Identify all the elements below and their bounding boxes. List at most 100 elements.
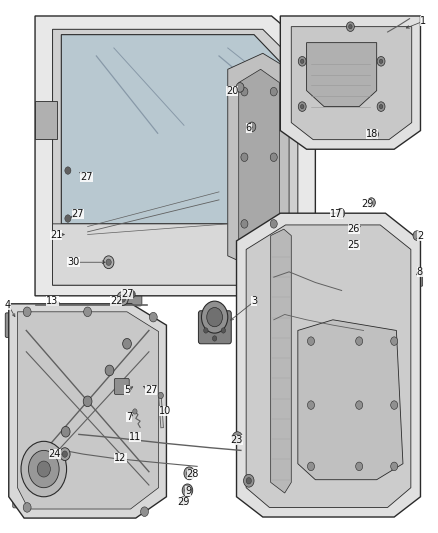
Circle shape bbox=[379, 104, 383, 109]
Circle shape bbox=[356, 462, 363, 471]
Circle shape bbox=[232, 432, 243, 445]
Circle shape bbox=[184, 467, 194, 480]
Circle shape bbox=[337, 208, 345, 218]
Polygon shape bbox=[246, 225, 411, 507]
Text: 6: 6 bbox=[246, 123, 252, 133]
Circle shape bbox=[60, 448, 70, 461]
Text: 17: 17 bbox=[330, 209, 343, 219]
Circle shape bbox=[307, 337, 314, 345]
Circle shape bbox=[120, 295, 126, 302]
Polygon shape bbox=[307, 43, 377, 107]
Circle shape bbox=[23, 307, 31, 317]
Circle shape bbox=[241, 220, 248, 228]
Polygon shape bbox=[35, 16, 315, 296]
FancyBboxPatch shape bbox=[13, 454, 24, 473]
Polygon shape bbox=[53, 224, 298, 285]
FancyBboxPatch shape bbox=[5, 313, 20, 337]
Circle shape bbox=[379, 59, 383, 63]
Polygon shape bbox=[9, 304, 166, 518]
Circle shape bbox=[246, 478, 251, 484]
Circle shape bbox=[248, 122, 256, 132]
Polygon shape bbox=[298, 320, 403, 480]
Text: 28: 28 bbox=[187, 470, 199, 479]
Circle shape bbox=[61, 426, 70, 437]
Circle shape bbox=[241, 153, 248, 161]
Circle shape bbox=[307, 401, 314, 409]
Circle shape bbox=[201, 301, 228, 333]
Polygon shape bbox=[35, 101, 57, 139]
Circle shape bbox=[180, 497, 187, 505]
Circle shape bbox=[187, 470, 192, 477]
FancyBboxPatch shape bbox=[198, 311, 231, 344]
Circle shape bbox=[413, 231, 421, 240]
Circle shape bbox=[241, 87, 248, 96]
Circle shape bbox=[62, 451, 67, 457]
FancyBboxPatch shape bbox=[13, 406, 24, 425]
Circle shape bbox=[244, 474, 254, 487]
Polygon shape bbox=[271, 229, 291, 493]
Circle shape bbox=[373, 132, 376, 136]
Circle shape bbox=[300, 59, 304, 63]
Circle shape bbox=[356, 337, 363, 345]
FancyBboxPatch shape bbox=[114, 378, 129, 394]
Text: 5: 5 bbox=[124, 385, 130, 395]
Text: 25: 25 bbox=[348, 240, 360, 250]
Text: 27: 27 bbox=[81, 172, 93, 182]
Circle shape bbox=[270, 153, 277, 161]
Circle shape bbox=[212, 336, 217, 341]
Circle shape bbox=[300, 104, 304, 109]
Circle shape bbox=[371, 130, 378, 139]
Circle shape bbox=[356, 401, 363, 409]
Circle shape bbox=[367, 198, 375, 207]
Circle shape bbox=[391, 337, 398, 345]
Text: 12: 12 bbox=[114, 454, 127, 463]
Circle shape bbox=[84, 307, 92, 317]
Circle shape bbox=[235, 435, 240, 441]
Circle shape bbox=[106, 259, 111, 265]
Circle shape bbox=[53, 453, 61, 464]
Polygon shape bbox=[239, 69, 279, 256]
Circle shape bbox=[37, 461, 50, 477]
Circle shape bbox=[105, 365, 114, 376]
Polygon shape bbox=[61, 35, 285, 224]
Circle shape bbox=[129, 290, 135, 298]
Text: 20: 20 bbox=[226, 86, 238, 95]
Circle shape bbox=[270, 87, 277, 96]
Circle shape bbox=[83, 396, 92, 407]
Text: 2: 2 bbox=[417, 231, 424, 240]
Polygon shape bbox=[291, 27, 412, 140]
Circle shape bbox=[207, 308, 223, 327]
FancyBboxPatch shape bbox=[123, 282, 142, 306]
Text: 29: 29 bbox=[177, 497, 189, 507]
Circle shape bbox=[65, 167, 71, 174]
Circle shape bbox=[236, 83, 244, 92]
FancyBboxPatch shape bbox=[13, 313, 24, 332]
Polygon shape bbox=[280, 16, 420, 149]
Text: 8: 8 bbox=[417, 267, 423, 277]
Text: 3: 3 bbox=[251, 296, 257, 306]
FancyBboxPatch shape bbox=[58, 207, 78, 230]
Text: 27: 27 bbox=[145, 385, 157, 395]
Circle shape bbox=[103, 256, 114, 269]
Circle shape bbox=[28, 450, 59, 488]
Text: 24: 24 bbox=[49, 449, 61, 459]
Text: 1: 1 bbox=[420, 17, 426, 26]
Text: 21: 21 bbox=[50, 230, 62, 239]
Polygon shape bbox=[228, 53, 289, 272]
Circle shape bbox=[149, 312, 157, 322]
FancyBboxPatch shape bbox=[13, 489, 24, 508]
Circle shape bbox=[221, 328, 226, 333]
Circle shape bbox=[377, 56, 385, 66]
Text: 27: 27 bbox=[72, 209, 84, 219]
Circle shape bbox=[377, 102, 385, 111]
Circle shape bbox=[21, 441, 67, 497]
Text: 23: 23 bbox=[230, 435, 243, 445]
Text: 30: 30 bbox=[67, 257, 80, 267]
Text: 9: 9 bbox=[185, 487, 191, 496]
Circle shape bbox=[117, 292, 128, 305]
Circle shape bbox=[298, 102, 306, 111]
Circle shape bbox=[204, 328, 208, 333]
Text: 29: 29 bbox=[361, 199, 373, 208]
Text: 7: 7 bbox=[126, 412, 132, 422]
Circle shape bbox=[298, 56, 306, 66]
